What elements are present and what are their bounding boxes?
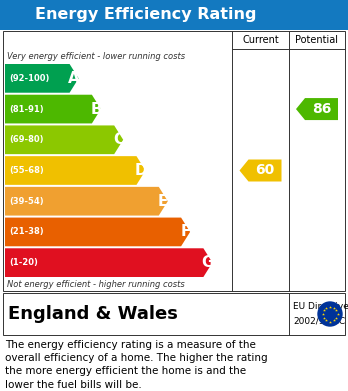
Text: C: C <box>113 132 124 147</box>
Text: F: F <box>180 224 191 239</box>
Bar <box>3 293 345 335</box>
Text: D: D <box>135 163 147 178</box>
Text: E: E <box>158 194 168 209</box>
Text: Energy Efficiency Rating: Energy Efficiency Rating <box>35 7 257 23</box>
Text: Potential: Potential <box>295 35 339 45</box>
Text: 60: 60 <box>255 163 275 178</box>
Text: 86: 86 <box>312 102 331 116</box>
Text: Very energy efficient - lower running costs: Very energy efficient - lower running co… <box>7 52 185 61</box>
Polygon shape <box>5 95 101 124</box>
Bar <box>0 0 348 30</box>
Circle shape <box>318 302 342 326</box>
Text: (1-20): (1-20) <box>9 258 38 267</box>
Text: (39-54): (39-54) <box>9 197 44 206</box>
Text: A: A <box>68 71 80 86</box>
Text: (55-68): (55-68) <box>9 166 44 175</box>
Text: G: G <box>201 255 214 270</box>
Text: England & Wales: England & Wales <box>8 305 178 323</box>
Text: (81-91): (81-91) <box>9 104 44 113</box>
Text: (21-38): (21-38) <box>9 228 44 237</box>
Text: (92-100): (92-100) <box>9 74 49 83</box>
Text: Current: Current <box>242 35 279 45</box>
Polygon shape <box>5 126 123 154</box>
Text: EU Directive: EU Directive <box>293 302 348 311</box>
Polygon shape <box>296 98 338 120</box>
Polygon shape <box>239 160 282 181</box>
Text: B: B <box>90 102 102 117</box>
Text: The energy efficiency rating is a measure of the
overall efficiency of a home. T: The energy efficiency rating is a measur… <box>5 340 268 389</box>
Polygon shape <box>5 64 79 93</box>
Polygon shape <box>5 187 168 215</box>
Polygon shape <box>5 156 145 185</box>
Polygon shape <box>5 248 212 277</box>
Text: (69-80): (69-80) <box>9 135 44 144</box>
Text: Not energy efficient - higher running costs: Not energy efficient - higher running co… <box>7 280 185 289</box>
Bar <box>3 31 345 291</box>
Polygon shape <box>5 217 190 246</box>
Text: 2002/91/EC: 2002/91/EC <box>293 317 345 326</box>
